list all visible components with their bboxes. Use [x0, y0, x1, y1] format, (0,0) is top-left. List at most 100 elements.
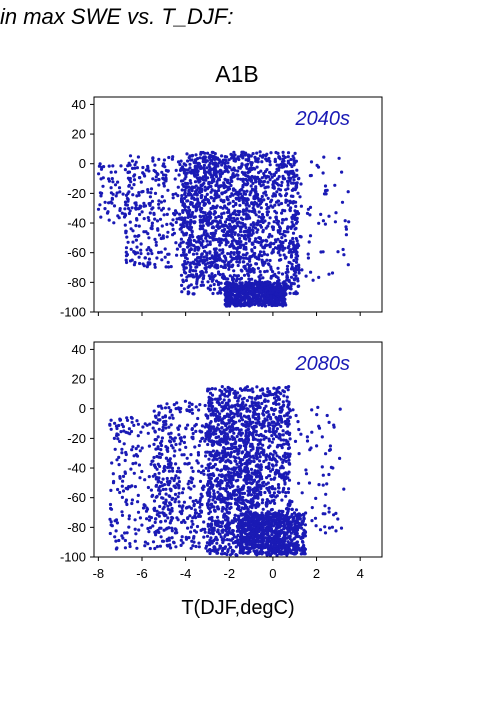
data-point	[223, 467, 227, 471]
data-point	[153, 237, 157, 241]
data-point	[162, 505, 166, 509]
data-point	[286, 155, 290, 159]
data-point	[274, 215, 278, 219]
data-point	[177, 491, 181, 495]
data-point	[139, 248, 143, 252]
data-point	[157, 511, 162, 515]
data-point	[169, 546, 173, 550]
data-point	[191, 516, 195, 520]
data-point	[254, 464, 259, 468]
data-point	[221, 420, 225, 424]
data-point	[159, 480, 163, 485]
data-point	[135, 194, 139, 198]
data-point	[108, 502, 113, 507]
data-point	[226, 210, 230, 215]
data-point	[225, 155, 229, 159]
data-point	[231, 204, 235, 208]
data-point	[277, 472, 281, 476]
data-point	[224, 256, 228, 260]
data-point	[205, 544, 209, 548]
data-point	[227, 392, 231, 396]
data-point	[132, 263, 136, 267]
data-point	[223, 474, 228, 478]
data-point	[276, 237, 280, 241]
data-point	[341, 247, 345, 252]
data-point	[197, 255, 201, 260]
data-point	[152, 211, 156, 215]
data-point	[126, 176, 130, 180]
data-point	[343, 219, 347, 223]
data-point	[133, 173, 137, 177]
data-point	[240, 491, 244, 495]
data-point	[247, 277, 251, 281]
data-point	[109, 427, 113, 431]
data-point	[232, 150, 236, 154]
data-point	[283, 419, 288, 424]
data-point	[214, 535, 218, 540]
data-point	[251, 225, 255, 229]
data-point	[250, 387, 254, 391]
data-point	[222, 211, 226, 215]
data-point	[224, 224, 228, 228]
data-point	[247, 158, 251, 162]
data-point	[121, 536, 125, 540]
data-point	[158, 504, 162, 509]
data-point	[253, 189, 257, 193]
data-point	[155, 256, 159, 260]
data-point	[182, 171, 186, 175]
data-point	[127, 517, 131, 521]
data-point	[186, 181, 190, 186]
data-point	[248, 303, 253, 307]
data-point	[285, 264, 290, 268]
data-point	[206, 414, 210, 418]
data-point	[222, 181, 226, 185]
data-point	[153, 217, 157, 221]
data-point	[164, 426, 168, 430]
data-point	[238, 188, 242, 192]
data-point	[198, 156, 202, 160]
data-point	[287, 250, 291, 254]
data-point	[212, 412, 216, 416]
data-point	[211, 161, 215, 166]
data-point	[249, 178, 254, 182]
data-point	[269, 508, 273, 512]
data-point	[128, 259, 133, 263]
data-point	[230, 551, 234, 556]
data-point	[132, 423, 136, 427]
y-tick-label: -40	[67, 216, 86, 231]
data-point	[308, 213, 312, 217]
data-point	[217, 397, 222, 401]
data-point	[207, 498, 211, 502]
data-point	[241, 253, 245, 257]
data-point	[154, 447, 158, 451]
data-point	[291, 236, 295, 241]
data-point	[156, 172, 160, 176]
data-point	[150, 224, 154, 228]
data-point	[252, 503, 256, 507]
data-point	[285, 278, 289, 282]
data-point	[282, 281, 286, 285]
data-point	[267, 235, 271, 239]
data-point	[197, 541, 201, 545]
data-point	[211, 532, 215, 536]
data-point	[264, 429, 268, 433]
data-point	[133, 201, 137, 205]
data-point	[218, 544, 223, 549]
data-point	[216, 423, 220, 427]
data-point	[189, 525, 193, 529]
data-point	[185, 408, 189, 412]
data-point	[280, 221, 284, 225]
data-point	[160, 406, 164, 410]
data-point	[192, 535, 196, 539]
data-point	[258, 270, 262, 274]
data-point	[246, 198, 250, 202]
data-point	[263, 219, 267, 223]
data-point	[248, 430, 252, 434]
data-point	[171, 446, 175, 450]
data-point	[171, 192, 175, 197]
data-point	[337, 156, 341, 160]
data-point	[235, 240, 239, 244]
data-point	[139, 242, 143, 246]
data-point	[110, 177, 114, 181]
data-point	[219, 237, 224, 241]
